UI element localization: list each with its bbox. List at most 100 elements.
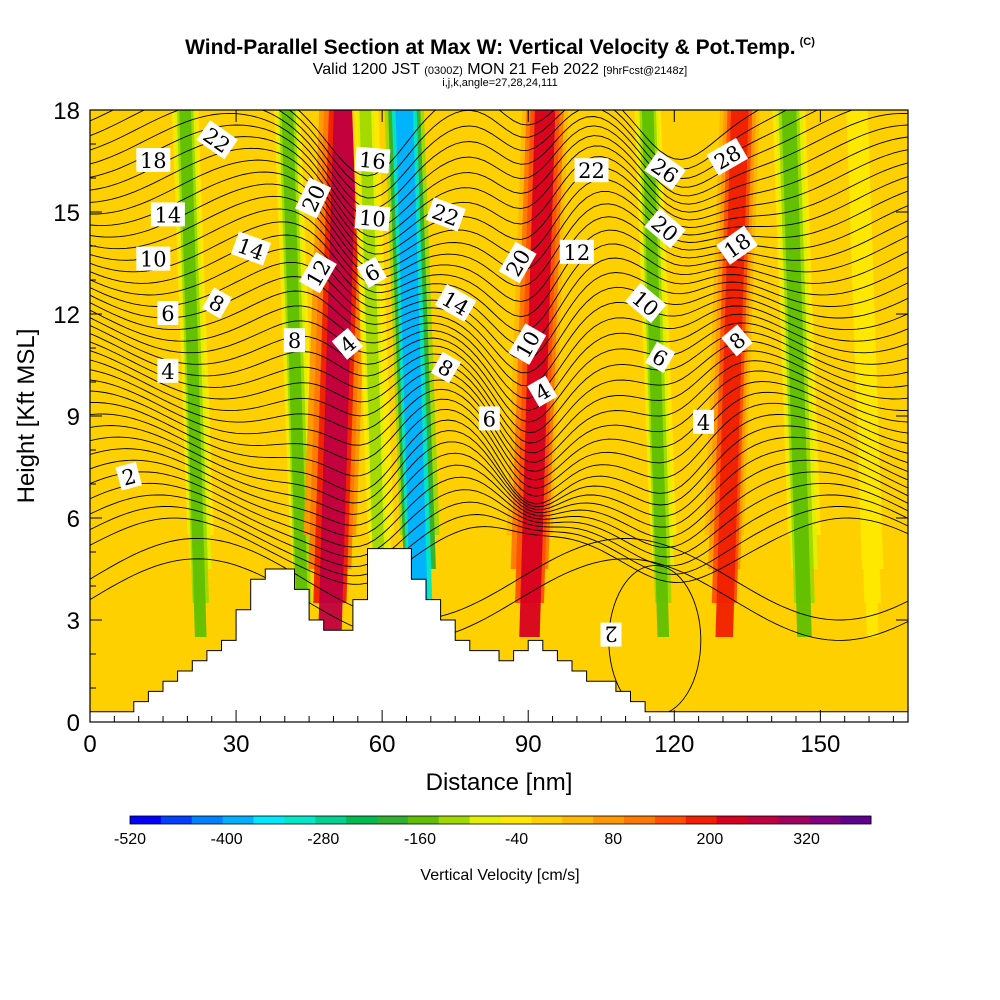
contour-label-box	[625, 282, 667, 324]
colorbar-swatch	[377, 816, 409, 824]
colorbar-swatch	[222, 816, 254, 824]
contour-label: 16	[354, 146, 391, 174]
theta-contour-line	[90, 234, 908, 332]
theta-contour-line	[90, 537, 908, 621]
contour-label: 4	[693, 409, 714, 435]
contour-label: 2	[115, 461, 142, 491]
contour-label-box	[230, 231, 272, 266]
velocity-band-layer	[781, 110, 812, 637]
contour-label-text: 6	[161, 302, 174, 326]
theta-contour-line	[90, 159, 908, 255]
contour-label-text: 22	[578, 159, 605, 183]
theta-contour-line	[90, 459, 908, 538]
theta-contour-line	[90, 413, 908, 505]
contour-label-box	[354, 146, 391, 174]
theta-contour-line	[90, 379, 908, 481]
velocity-band-layer	[359, 110, 387, 637]
contour-label-text: 14	[155, 203, 182, 227]
contour-label-text: 4	[161, 360, 174, 384]
contour-label-text: 10	[140, 248, 167, 272]
theta-contour-line	[90, 471, 908, 548]
contour-label: 12	[559, 239, 594, 265]
contour-label: 6	[356, 256, 387, 288]
axes: 0 30 60 90 120 150 0 3 6 9 12 15 18	[53, 98, 908, 758]
colorbar-swatch	[624, 816, 656, 824]
colorbar-swatch	[284, 816, 316, 824]
valid-utc-label: (0300Z)	[424, 65, 463, 77]
theta-contour-line	[90, 369, 908, 472]
y-tick-label: 18	[53, 98, 80, 125]
colorbar-swatch	[654, 816, 687, 824]
theta-contour-line	[90, 331, 908, 434]
contour-label: 2	[600, 622, 622, 647]
x-tick-label: 150	[800, 731, 840, 758]
contour-label-box	[645, 341, 676, 373]
chart-title: Wind-Parallel Section at Max W: Vertical…	[185, 36, 815, 59]
colorbar-swatch	[315, 816, 347, 824]
colorbar-tick-label: -400	[211, 831, 243, 848]
theta-contour-line	[90, 305, 908, 399]
y-tick-label: 12	[53, 302, 80, 329]
theta-contour-line	[90, 425, 908, 508]
colorbar-swatch	[593, 816, 625, 824]
theta-contour-line	[90, 171, 908, 263]
colorbar-tick-label: -520	[114, 831, 146, 848]
colorbar-swatch	[407, 816, 440, 824]
y-tick-label: 6	[67, 506, 80, 533]
contour-label: 22	[574, 158, 609, 183]
contour-label-box	[157, 358, 179, 383]
contour-label-text: 18	[140, 149, 167, 173]
contour-label-box	[150, 202, 185, 227]
contour-label-box	[498, 241, 537, 284]
chart-subtitle: Valid 1200 JST (0300Z) MON 21 Feb 2022 […	[0, 61, 1000, 79]
theta-contour-line	[90, 448, 908, 528]
contour-label: 4	[527, 375, 558, 407]
theta-contour-line	[90, 195, 908, 287]
contour-label-text: 12	[564, 241, 591, 265]
colorbar-frame	[129, 815, 872, 825]
velocity-band-9	[843, 110, 886, 637]
contour-label-box	[299, 251, 337, 294]
contour-label-box	[693, 409, 714, 434]
contour-label-text: 2	[604, 622, 617, 646]
theta-contour-line	[90, 402, 908, 497]
contour-label-box	[644, 208, 686, 249]
theta-contour-line	[90, 494, 908, 568]
contour-label: 8	[284, 328, 305, 353]
contour-label-text: 8	[288, 329, 301, 353]
contour-label: 6	[478, 406, 500, 431]
contour-label-box	[354, 204, 391, 232]
theta-contour-line	[90, 248, 908, 347]
plot-area	[90, 110, 908, 722]
contour-label: 10	[354, 204, 391, 232]
contour-label-text: 6	[483, 407, 496, 431]
contour-label: 6	[157, 301, 179, 326]
y-tick-label: 3	[67, 608, 80, 635]
colorbar-tick-label: 320	[793, 831, 820, 848]
colorbar-tick-label: -280	[307, 831, 339, 848]
velocity-band-layer	[179, 110, 207, 637]
contour-label-box	[527, 375, 558, 407]
colorbar-swatch	[747, 816, 779, 824]
contour-label-box	[706, 137, 749, 176]
contour-label-box	[478, 406, 500, 431]
contour-label-text: 4	[697, 411, 710, 435]
contour-label-box	[716, 225, 758, 265]
contour-label-box	[559, 239, 594, 264]
colorbar-swatch	[562, 816, 594, 824]
theta-contour-line	[90, 517, 908, 585]
valid-date-label: MON 21 Feb 2022	[467, 61, 599, 78]
contour-label: 14	[150, 202, 185, 227]
theta-contour-line	[90, 290, 908, 387]
velocity-band-layer	[318, 110, 358, 637]
contour-label-box	[295, 177, 332, 219]
theta-contour-line	[90, 110, 854, 209]
forecast-label: [9hrFcst@2148z]	[603, 65, 688, 77]
contour-label-text: 2	[119, 464, 138, 491]
contour-label-text: 10	[358, 206, 387, 232]
contour-label: 8	[430, 351, 461, 384]
contour-label-box	[331, 327, 364, 360]
colorbar-tick-label: -160	[404, 831, 436, 848]
y-tick-label: 15	[53, 200, 80, 227]
